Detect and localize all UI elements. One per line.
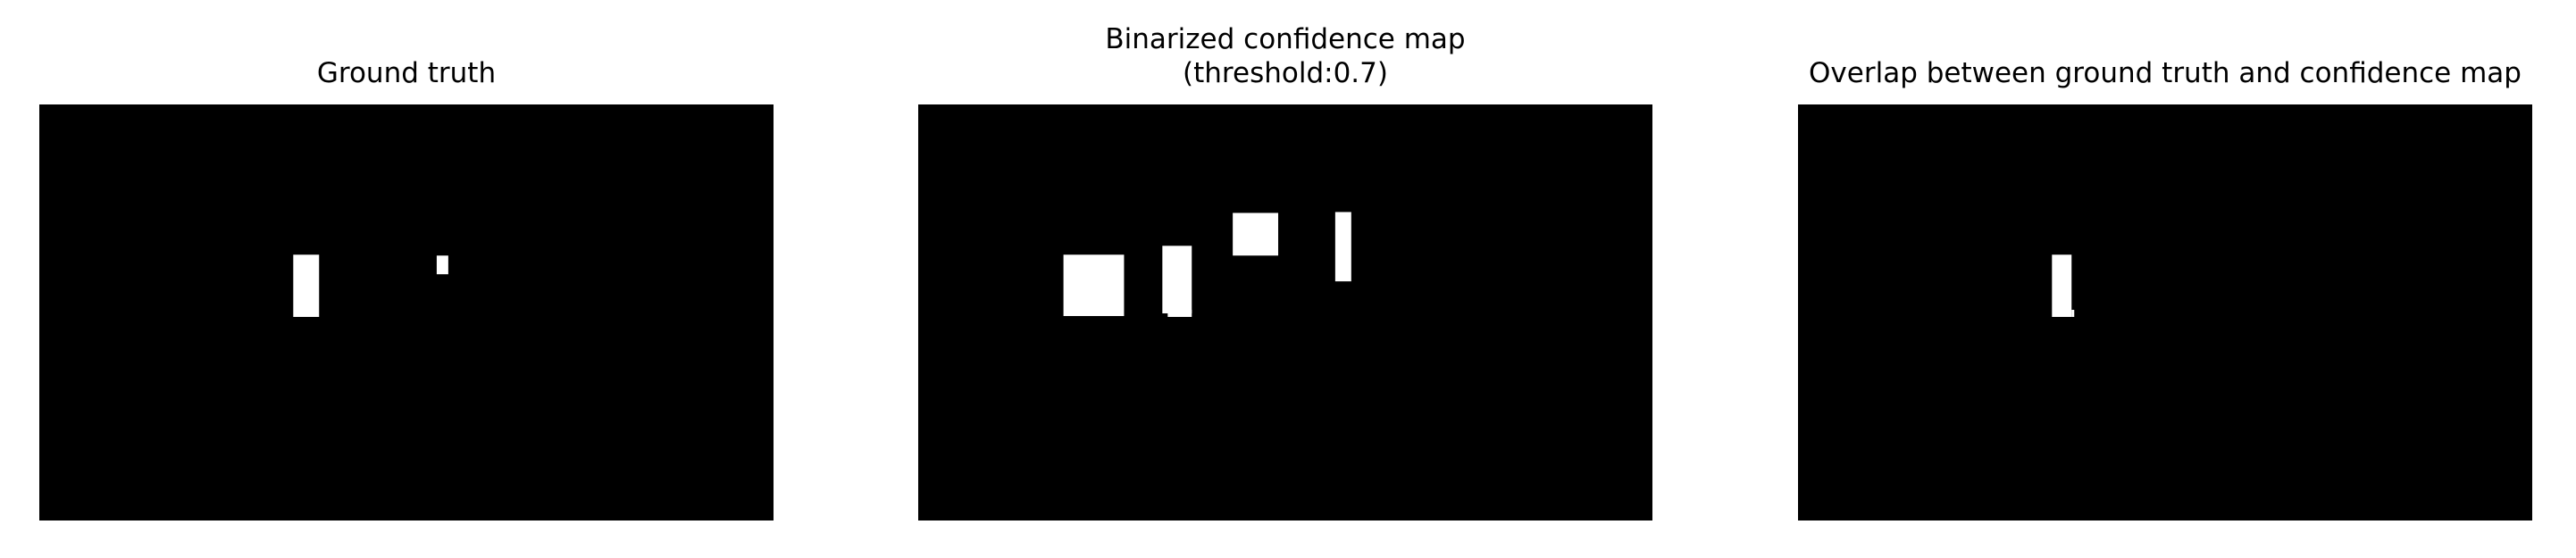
overlap-panel: Overlap between ground truth and confide…: [1798, 0, 2532, 558]
confidence-region: [1233, 212, 1279, 256]
overlap-map: [1798, 104, 2532, 521]
confidence-map-panel: Binarized confidence map (threshold:0.7): [918, 0, 1652, 558]
ground-truth-panel: Ground truth: [39, 0, 774, 558]
confidence-map-title: Binarized confidence map (threshold:0.7): [918, 22, 1652, 90]
ground-truth-title: Ground truth: [316, 57, 497, 89]
overlap-title: Overlap between ground truth and confide…: [1809, 57, 2522, 89]
confidence-region: [1334, 212, 1351, 282]
confidence-region: [1063, 254, 1125, 316]
ground-truth-region: [436, 255, 448, 275]
confidence-region: [1162, 246, 1192, 313]
confidence-map-title-line2: (threshold:0.7): [1183, 57, 1388, 89]
overlap-region: [2052, 254, 2072, 317]
ground-truth-canvas: [293, 254, 448, 317]
confidence-map: [918, 104, 1652, 521]
confidence-map-canvas: [1063, 212, 1351, 317]
confidence-region: [1167, 310, 1192, 317]
ground-truth-region: [293, 254, 320, 317]
confidence-map-title-line1: Binarized confidence map: [1105, 23, 1466, 55]
ground-truth-map: [39, 104, 774, 521]
overlap-region: [2071, 310, 2075, 317]
overlap-canvas: [2052, 254, 2075, 317]
